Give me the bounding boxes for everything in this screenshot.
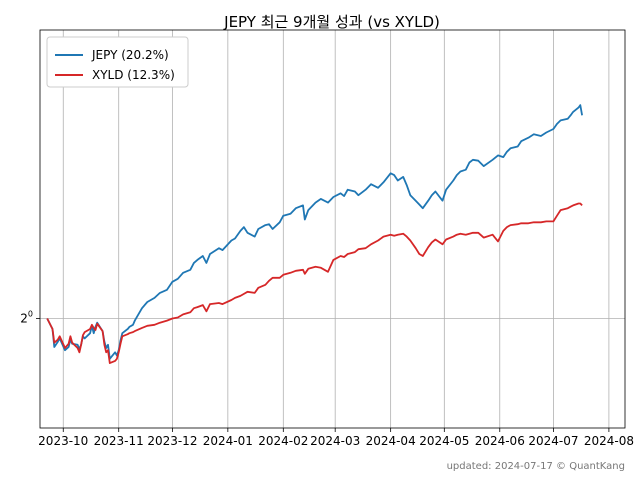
x-tick-label: 2024-03 <box>310 434 360 448</box>
x-tick-label: 2023-10 <box>38 434 88 448</box>
legend-label-jepy: JEPY (20.2%) <box>91 48 169 62</box>
y-tick-label: 20 <box>20 310 33 326</box>
x-tick-label: 2024-06 <box>475 434 525 448</box>
y-axis-ticks: 20 <box>20 310 40 326</box>
x-tick-label: 2024-07 <box>528 434 578 448</box>
footer-note: updated: 2024-07-17 © QuantKang <box>447 461 625 472</box>
series-line-xyld <box>46 202 583 365</box>
legend: JEPY (20.2%) XYLD (12.3%) <box>46 36 189 88</box>
legend-label-xyld: XYLD (12.3%) <box>92 68 175 82</box>
x-tick-label: 2023-12 <box>147 434 197 448</box>
series-lines <box>46 104 583 365</box>
x-tick-label: 2024-02 <box>258 434 308 448</box>
chart-title: JEPY 최근 9개월 성과 (vs XYLD) <box>223 13 440 31</box>
plot-area-frame <box>39 29 626 429</box>
x-tick-label: 2023-11 <box>94 434 144 448</box>
grid-lines <box>40 30 625 428</box>
x-tick-label: 2024-01 <box>203 434 253 448</box>
x-tick-label: 2024-04 <box>366 434 416 448</box>
x-axis-ticks: 2023-10 2023-11 2023-12 2024-01 2024-02 2024-… <box>38 428 634 448</box>
x-tick-label: 2024-05 <box>419 434 469 448</box>
x-tick-label: 2024-08 <box>584 434 634 448</box>
